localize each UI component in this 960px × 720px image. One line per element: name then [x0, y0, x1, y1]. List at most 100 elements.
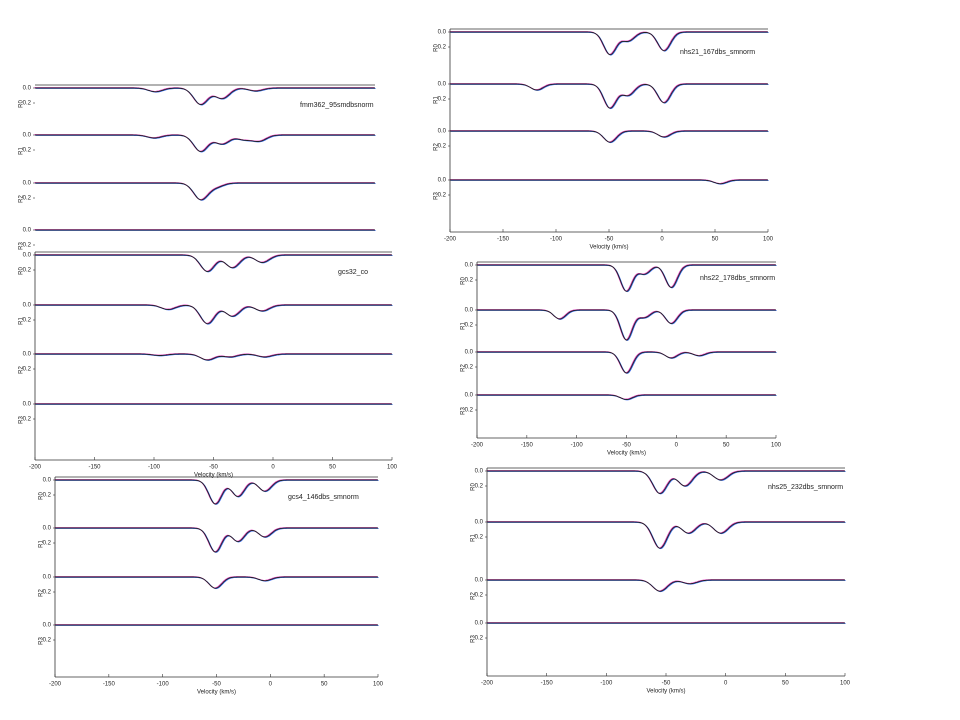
y-tick-label: 0.2 — [465, 365, 474, 371]
spectrum-fit-blue — [35, 134, 376, 153]
y-tick-label: 0.0 — [23, 228, 32, 234]
y-tick-label: 0.2 — [475, 535, 484, 541]
row-label: R0 — [19, 267, 25, 275]
x-tick-label: -150 — [88, 465, 101, 471]
y-tick-label: 0.2 — [438, 97, 447, 103]
y-tick-label: 0.0 — [438, 178, 447, 184]
row-label: R2 — [19, 195, 25, 203]
y-tick-label: 0.2 — [465, 408, 474, 414]
y-tick-label: 0.0 — [465, 393, 474, 399]
spectrum-fit-magenta — [449, 83, 768, 109]
y-tick-label: 0.2 — [43, 590, 52, 596]
spectrum — [55, 527, 378, 553]
spectrum — [35, 254, 392, 272]
x-tick-label: 0 — [269, 682, 273, 688]
x-tick-label: -50 — [662, 681, 671, 687]
row-label: R3 — [461, 407, 467, 415]
panel-title: nhs21_167dbs_smnorm — [680, 49, 755, 56]
x-tick-label: -50 — [605, 237, 614, 243]
y-tick-label: 0.2 — [43, 541, 52, 547]
spectrum — [450, 83, 768, 109]
x-tick-label: 100 — [840, 681, 851, 687]
row-label: R0 — [39, 492, 45, 500]
x-tick-label: -150 — [103, 682, 116, 688]
y-tick-label: 0.0 — [23, 133, 32, 139]
y-tick-label: 0.2 — [475, 636, 484, 642]
y-tick-label: 0.2 — [23, 417, 32, 423]
x-tick-label: 0 — [660, 237, 664, 243]
panel-title: nhs25_232dbs_smnorm — [768, 484, 843, 491]
x-tick-label: 0 — [724, 681, 728, 687]
spectrum-fit-magenta — [54, 527, 378, 553]
y-tick-label: 0.0 — [438, 129, 447, 135]
x-tick-label: 100 — [387, 465, 398, 471]
spectrum — [35, 182, 375, 201]
y-tick-label: 0.2 — [438, 193, 447, 199]
spectrum-fit-blue — [487, 521, 846, 550]
spectrum — [477, 351, 776, 374]
y-tick-label: 0.2 — [23, 196, 32, 202]
row-label: R1 — [19, 147, 25, 155]
x-tick-label: -50 — [622, 443, 631, 449]
row-label: R0 — [471, 483, 477, 491]
y-tick-label: 0.0 — [43, 526, 52, 532]
spectrum — [450, 130, 768, 143]
x-tick-label: -200 — [471, 443, 484, 449]
x-tick-label: -100 — [571, 443, 584, 449]
panel-title: nhs22_178dbs_smnorm — [700, 275, 775, 282]
row-label: R0 — [19, 100, 25, 108]
x-tick-label: 50 — [329, 465, 336, 471]
y-tick-label: 0.2 — [475, 484, 484, 490]
row-label: R2 — [471, 592, 477, 600]
spectrum-fit-magenta — [34, 182, 375, 200]
panel-title: gcs4_146dbs_smnorm — [288, 494, 359, 501]
row-label: R1 — [19, 317, 25, 325]
row-label: R1 — [434, 96, 440, 104]
y-tick-label: 0.0 — [465, 263, 474, 269]
row-label: R1 — [39, 540, 45, 548]
spectrum-fit-magenta — [476, 309, 776, 341]
y-tick-label: 0.0 — [475, 469, 484, 475]
y-tick-label: 0.0 — [465, 350, 474, 356]
spectrum — [450, 31, 768, 56]
x-tick-label: 50 — [782, 681, 789, 687]
spectrum — [477, 264, 776, 292]
x-tick-label: 0 — [271, 465, 275, 471]
spectrum — [35, 353, 392, 361]
x-tick-label: -200 — [29, 465, 42, 471]
x-tick-label: -200 — [49, 682, 62, 688]
y-tick-label: 0.0 — [23, 181, 32, 187]
x-tick-label: 100 — [763, 237, 774, 243]
row-label: R0 — [434, 44, 440, 52]
spectrum — [487, 470, 845, 494]
row-label: R2 — [19, 366, 25, 374]
spectrum-fit-blue — [35, 304, 393, 325]
y-tick-label: 0.0 — [23, 86, 32, 92]
row-label: R1 — [471, 534, 477, 542]
x-tick-label: -100 — [550, 237, 563, 243]
x-tick-label: 50 — [723, 443, 730, 449]
row-label: R3 — [434, 192, 440, 200]
row-label: R3 — [19, 416, 25, 424]
y-tick-label: 0.2 — [23, 148, 32, 154]
y-tick-label: 0.0 — [475, 578, 484, 584]
x-tick-label: 50 — [321, 682, 328, 688]
spectrum — [487, 521, 845, 549]
row-label: R2 — [434, 143, 440, 151]
row-label: R3 — [471, 635, 477, 643]
x-tick-label: -150 — [497, 237, 510, 243]
y-tick-label: 0.2 — [23, 101, 32, 107]
x-axis-label: Velocity (km/s) — [589, 245, 628, 251]
y-tick-label: 0.2 — [23, 243, 32, 249]
spectrum — [477, 394, 776, 400]
x-tick-label: -50 — [212, 682, 221, 688]
spectrum-fit-blue — [450, 83, 769, 110]
spectrum-fit-magenta — [54, 576, 378, 589]
x-tick-label: -50 — [209, 465, 218, 471]
spectrum — [35, 304, 392, 325]
y-tick-label: 0.2 — [43, 493, 52, 499]
x-tick-label: -100 — [600, 681, 613, 687]
spectrum-fit-blue — [477, 309, 777, 341]
y-tick-label: 0.0 — [438, 30, 447, 36]
spectrum — [35, 134, 375, 153]
